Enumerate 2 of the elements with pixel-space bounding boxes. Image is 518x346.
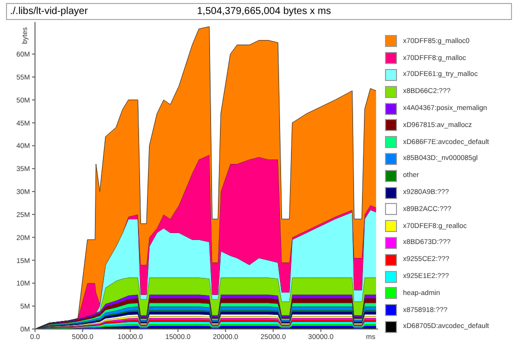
- chart-title: ./.libs/lt-vid-player: [10, 5, 88, 19]
- chart-subtitle: 1,504,379,665,004 bytes x ms: [197, 5, 331, 19]
